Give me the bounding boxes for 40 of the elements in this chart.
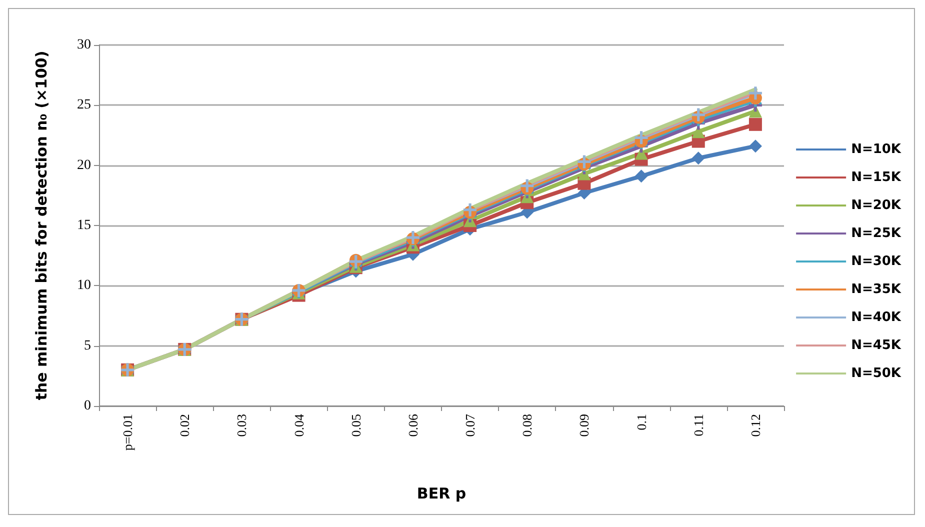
point xyxy=(464,203,477,216)
x-tick-label: 0.06 xyxy=(405,414,420,437)
point xyxy=(520,179,534,192)
y-tick-label: 20 xyxy=(77,158,91,173)
x-tick-label: 0.03 xyxy=(234,414,250,437)
legend-label: N=40K xyxy=(851,310,902,325)
legend-label: N=15K xyxy=(851,170,902,185)
x-tick-label: 0.08 xyxy=(520,414,535,437)
y-tick-label: 5 xyxy=(84,338,91,354)
x-tick-label: 0.04 xyxy=(291,414,306,437)
x-axis-title: BER p xyxy=(416,484,466,502)
y-tick-label: 0 xyxy=(84,398,91,414)
x-tick-label: 0.11 xyxy=(690,414,706,436)
y-tick-label: 10 xyxy=(77,278,91,294)
legend-label: N=35K xyxy=(851,282,902,297)
x-tick-label: 0.05 xyxy=(348,414,364,437)
point xyxy=(634,131,648,144)
point xyxy=(748,118,762,131)
x-tick-label: 0.02 xyxy=(177,414,192,437)
legend-label: N=45K xyxy=(851,338,902,353)
legend-label: N=20K xyxy=(851,198,902,213)
y-tick-label: 15 xyxy=(77,218,91,233)
x-tick-label: 0.1 xyxy=(634,414,649,430)
legend-label: N=50K xyxy=(851,366,902,381)
legend-label: N=10K xyxy=(851,142,902,157)
point xyxy=(578,155,591,168)
point xyxy=(692,108,705,122)
y-axis-title: the minimum bits for detection n₀ (×100) xyxy=(32,50,50,400)
y-tick-label: 30 xyxy=(77,38,91,52)
y-tick-label: 25 xyxy=(77,98,91,113)
point xyxy=(748,86,762,100)
point xyxy=(634,170,648,183)
x-tick-label: 0.07 xyxy=(462,414,478,437)
x-tick-label: p=0.01 xyxy=(120,414,136,451)
legend-label: N=25K xyxy=(851,226,902,241)
x-tick-label: 0.09 xyxy=(576,414,592,437)
point xyxy=(748,140,762,153)
point xyxy=(692,152,705,165)
x-tick-label: 0.12 xyxy=(748,414,763,437)
legend-label: N=30K xyxy=(851,254,902,269)
